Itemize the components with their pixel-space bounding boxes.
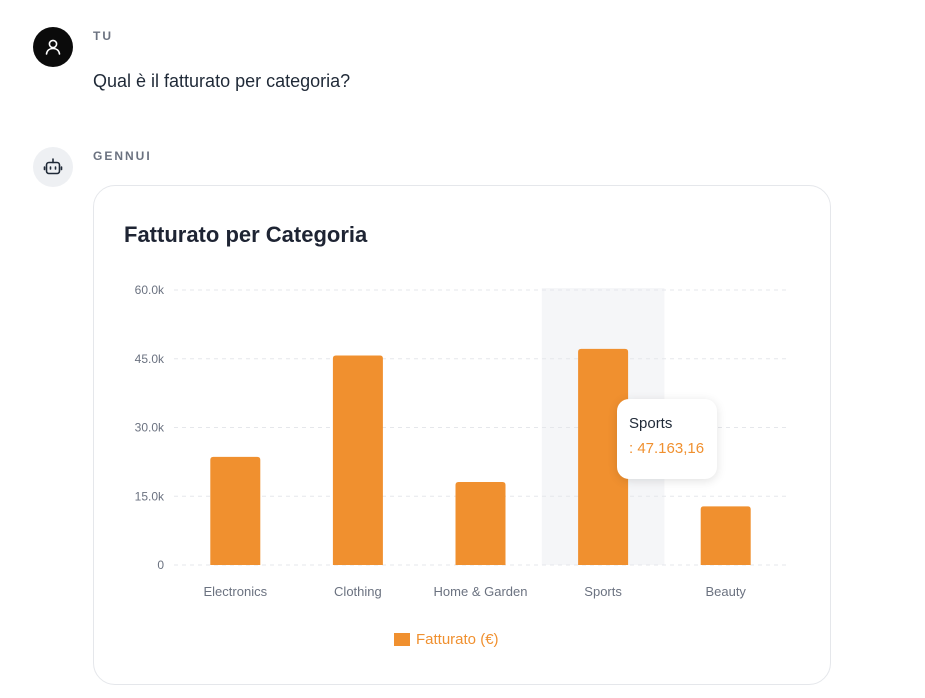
y-tick-label: 0 [157,558,164,572]
bar-beauty[interactable] [700,506,751,565]
y-tick-label: 30.0k [135,421,165,435]
bar-chart[interactable]: 0 15.0k 30.0k 45.0k 60.0k Electronics Clothing… [94,186,832,686]
legend-swatch [394,633,410,646]
y-tick-label: 15.0k [135,489,165,503]
bar-home-garden[interactable] [455,482,506,565]
user-icon [45,39,61,55]
x-tick-label: Sports [584,584,622,599]
user-role-label: TU [93,29,113,43]
assistant-avatar [33,147,73,187]
tooltip-title: Sports [629,415,673,432]
tooltip-value: : 47.163,16 [629,440,705,457]
robot-icon [43,158,63,175]
x-tick-label: Clothing [334,584,382,599]
assistant-role-label: GENNUI [93,149,152,163]
x-tick-label: Home & Garden [434,584,528,599]
user-message: Qual è il fatturato per categoria? [93,71,351,91]
y-tick-label: 60.0k [135,283,165,297]
x-tick-label: Electronics [204,584,268,599]
bar-sports[interactable] [578,348,629,565]
bar-clothing[interactable] [332,355,383,565]
bar-electronics[interactable] [210,456,261,565]
legend-label: Fatturato (€) [416,631,499,648]
y-tick-label: 45.0k [135,352,165,366]
chart-card: Fatturato per Categoria 0 15.0k 30.0k 45.0k… [93,185,831,685]
x-tick-label: Beauty [705,584,746,599]
chart-title: Fatturato per Categoria [124,222,368,247]
chart-legend[interactable]: Fatturato (€) [394,631,499,648]
user-avatar [33,27,73,67]
chart-tooltip: Sports : 47.163,16 [617,399,717,479]
